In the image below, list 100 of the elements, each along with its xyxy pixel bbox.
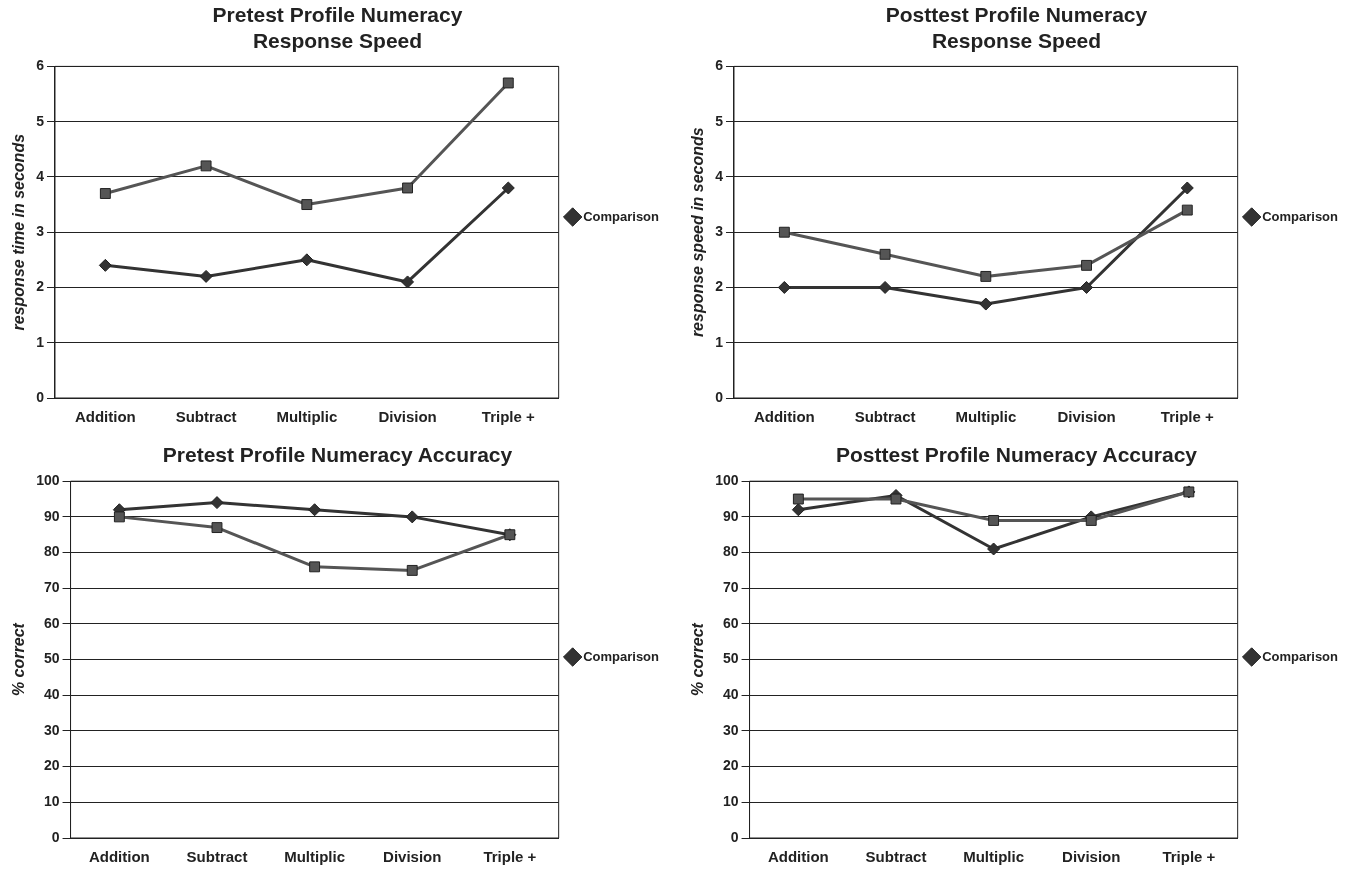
point	[309, 561, 321, 573]
y-tick-label: 20	[43, 757, 60, 774]
y-tick-label: 0	[51, 828, 60, 845]
y-tick-label: 30	[43, 721, 60, 738]
point	[99, 188, 111, 199]
y-tick-label: 30	[722, 721, 739, 738]
y-tick-label: 2	[715, 278, 724, 295]
y-tick-label: 40	[722, 686, 739, 703]
y-tick-label: 6	[36, 57, 45, 74]
point	[792, 493, 804, 505]
x-tick-label: Triple +	[1160, 408, 1214, 426]
chart-title: Pretest Profile Numeracy Response Speed	[212, 3, 463, 52]
x-tick-label: Triple +	[481, 408, 535, 426]
x-tick-label: Subtract	[865, 848, 927, 866]
chart-title: Posttest Profile Numeracy Accuracy	[835, 443, 1198, 467]
point	[890, 493, 902, 505]
point	[98, 258, 112, 272]
y-tick-label: 2	[36, 278, 45, 295]
y-tick-label: 3	[715, 223, 724, 240]
point	[405, 510, 419, 524]
y-tick-label: 80	[43, 543, 60, 560]
point	[301, 199, 313, 211]
x-tick-label: Subtract	[186, 848, 248, 866]
x-tick-label: Multiplic	[276, 408, 338, 426]
y-tick-label: 1	[715, 333, 724, 350]
point	[300, 253, 314, 267]
y-tick-label: 100	[36, 472, 60, 489]
point	[406, 564, 418, 576]
legend-label: Comparison	[583, 208, 660, 224]
x-tick-label: Division	[383, 848, 442, 866]
y-tick-label: 10	[722, 793, 739, 810]
x-tick-label: Multiplic	[284, 848, 346, 866]
x-tick-label: Subtract	[175, 408, 237, 426]
y-tick-label: 5	[36, 112, 45, 129]
point	[1180, 181, 1194, 195]
legend-label: Comparison	[1262, 648, 1339, 664]
x-tick-label: Subtract	[854, 408, 916, 426]
y-tick-label: 50	[722, 650, 739, 667]
y-axis-title: response time in seconds	[10, 133, 28, 331]
point	[879, 248, 891, 260]
y-tick-label: 70	[43, 579, 60, 596]
point	[1085, 515, 1097, 526]
x-tick-label: Division	[1062, 848, 1121, 866]
point	[401, 275, 415, 289]
y-tick-label: 80	[722, 543, 739, 560]
y-tick-label: 4	[36, 167, 45, 184]
x-tick-label: Addition	[753, 408, 815, 426]
y-tick-label: 90	[43, 507, 60, 524]
y-tick-label: 3	[36, 223, 45, 240]
chart-title: Pretest Profile Numeracy Accuracy	[162, 443, 513, 467]
point	[987, 542, 1001, 556]
point	[211, 522, 223, 534]
point	[210, 496, 224, 510]
y-tick-label: 60	[43, 614, 60, 631]
x-tick-label: Multiplic	[963, 848, 1025, 866]
point	[199, 269, 213, 283]
y-tick-label: 0	[715, 388, 724, 405]
point	[979, 297, 993, 311]
y-axis-title: % correct	[10, 622, 28, 697]
point	[980, 270, 992, 282]
y-tick-label: 60	[722, 614, 739, 631]
point	[778, 226, 790, 238]
point	[402, 182, 414, 194]
y-axis-title: response speed in seconds	[689, 127, 707, 338]
y-tick-label: 90	[722, 507, 739, 524]
y-tick-label: 6	[715, 57, 724, 74]
x-tick-label: Division	[1057, 408, 1116, 426]
y-tick-label: 0	[36, 388, 45, 405]
point	[1080, 280, 1094, 294]
x-tick-label: Multiplic	[955, 408, 1017, 426]
x-tick-label: Addition	[74, 408, 136, 426]
point	[200, 160, 212, 172]
point	[878, 280, 892, 294]
point	[791, 503, 805, 517]
point	[308, 503, 322, 517]
point	[502, 77, 514, 89]
y-axis-title: % correct	[689, 622, 707, 697]
y-tick-label: 50	[43, 650, 60, 667]
y-tick-label: 40	[43, 686, 60, 703]
x-tick-label: Addition	[88, 848, 150, 866]
chart-title: Posttest Profile Numeracy Response Speed	[885, 3, 1148, 52]
point	[1181, 204, 1193, 216]
legend-label: Comparison	[583, 648, 660, 664]
y-tick-label: 0	[730, 828, 739, 845]
point	[1081, 259, 1093, 271]
y-tick-label: 4	[715, 167, 724, 184]
point	[501, 181, 515, 195]
x-tick-label: Triple +	[1162, 848, 1216, 866]
y-tick-label: 20	[722, 757, 739, 774]
y-tick-label: 5	[715, 112, 724, 129]
y-tick-label: 70	[722, 579, 739, 596]
legend-label: Comparison	[1262, 208, 1339, 224]
point	[988, 515, 1000, 526]
x-tick-label: Addition	[767, 848, 829, 866]
x-tick-label: Division	[378, 408, 437, 426]
y-tick-label: 100	[715, 472, 739, 489]
point	[113, 511, 125, 523]
y-tick-label: 1	[36, 333, 45, 350]
point	[777, 280, 791, 294]
y-tick-label: 10	[43, 793, 60, 810]
